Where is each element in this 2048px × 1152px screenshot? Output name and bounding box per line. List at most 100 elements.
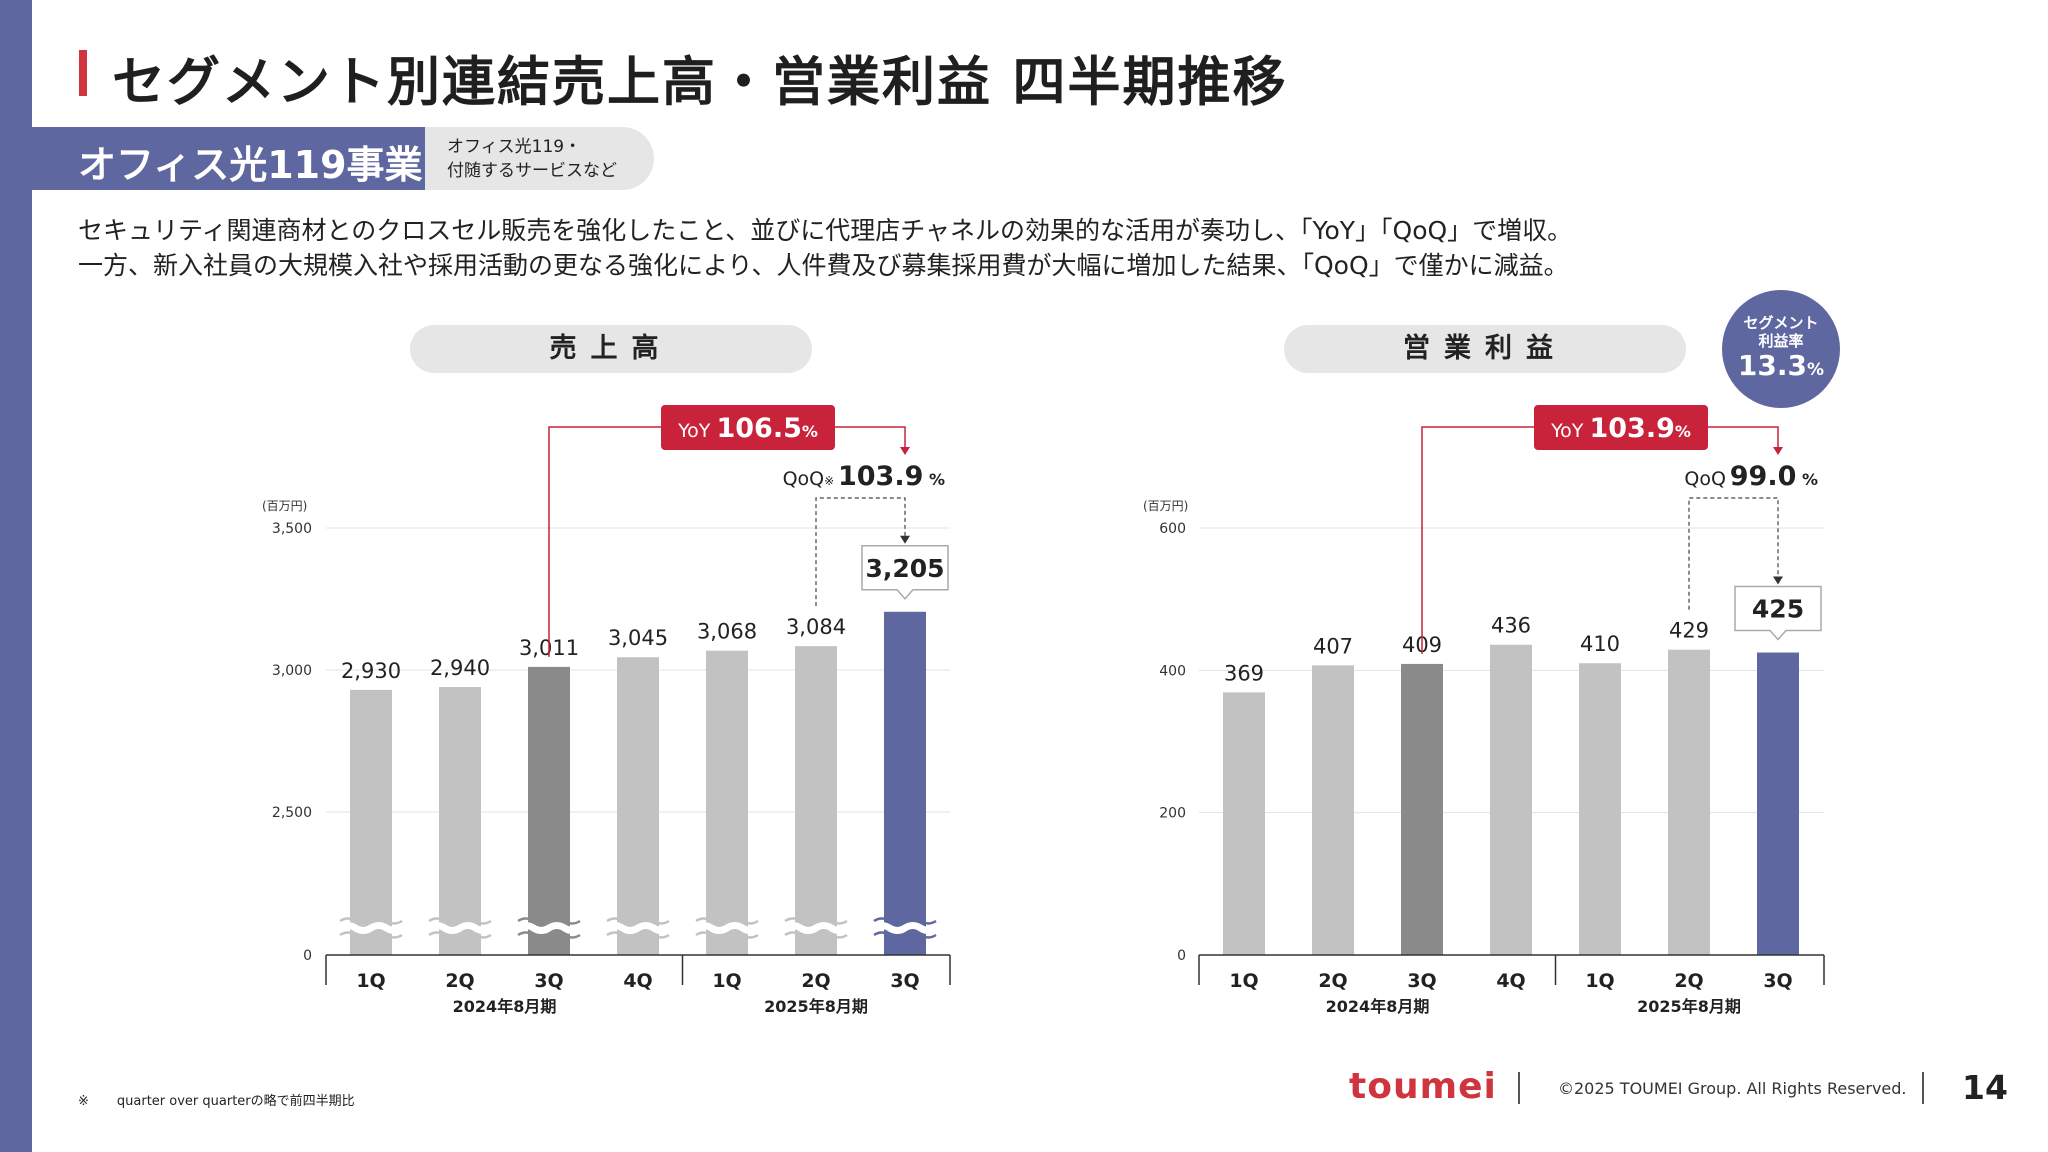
qoq-text: QoQ 99.0 % [1684,461,1818,492]
footnote-mark: ※ [78,1094,89,1109]
bar-value-label: 410 [1580,632,1620,656]
x-category-label: 4Q [1496,970,1525,992]
yoy-text: YoY 106.5% [677,413,818,444]
qoq-arrowhead [900,535,910,544]
qoq-connector-line [1688,497,1779,610]
page-number: 14 [1962,1068,2008,1107]
qoq-arrowhead [1773,576,1783,585]
bar [1579,663,1621,955]
bar-value-label: 407 [1313,634,1353,658]
x-group-label: 2024年8月期 [453,997,557,1016]
footer-divider [1518,1072,1520,1104]
chart-unit-label: (百万円) [262,499,307,513]
company-logo: toumei [1349,1066,1497,1107]
left-accent-bar [0,0,32,1152]
axis-break-mark [694,922,760,934]
axis-break-mark [605,922,671,934]
axis-break-mark [517,917,581,925]
axis-break-mark [606,931,670,939]
segment-description-line1: オフィス光119・ [447,137,582,157]
bar-value-label: 3,084 [786,615,846,639]
bar-value-label: 425 [1752,595,1804,624]
bar [1223,692,1265,955]
margin-badge-value: 13.3% [1737,349,1825,382]
bar [528,666,570,955]
axis-break-mark [427,922,493,934]
x-category-label: 1Q [356,970,385,992]
summary-line1: セキュリティ関連商材とのクロスセル販売を強化したこと、並びに代理店チャネルの効果… [78,216,1573,245]
yoy-arrowhead [1773,447,1783,455]
bar-value-label: 436 [1491,614,1531,638]
x-group-label: 2025年8月期 [764,997,868,1016]
chart-unit-label: (百万円) [1143,499,1188,513]
summary-line2: 一方、新入社員の大規模入社や採用活動の更なる強化により、人件費及び募集採用費が大… [78,251,1569,280]
value-callout-box [861,545,949,600]
x-category-label: 3Q [534,970,563,992]
bar [1490,644,1532,955]
sales-chart-title: 売上高 [410,325,812,373]
bar-value-label: 2,930 [341,659,401,683]
axis-break-mark [339,917,403,925]
axis-break-mark [784,917,848,925]
axis-break-mark [428,931,492,939]
profit-chart-title: 営業利益 [1284,325,1686,373]
bar-value-label: 3,068 [697,620,757,644]
axis-break-mark [428,917,492,925]
qoq-text: QoQ※ 103.9 % [783,461,945,492]
axis-break-mark [339,931,403,939]
page-title: セグメント別連結売上高・営業利益 四半期推移 [112,52,1288,113]
yoy-badge [1534,405,1708,450]
axis-break-mark [695,931,759,939]
x-category-label: 1Q [712,970,741,992]
bar [617,657,659,955]
x-category-label: 1Q [1585,970,1614,992]
y-tick-label: 2,500 [272,805,312,821]
bar-value-label: 3,045 [608,626,668,650]
bar-value-label: 429 [1669,619,1709,643]
y-tick-label: 0 [1177,948,1186,964]
margin-badge-line2: 利益率 [1758,332,1804,350]
bar [795,646,837,955]
axis-break-mark [873,917,937,925]
x-group-label: 2025年8月期 [1637,997,1741,1016]
yoy-arrowhead [900,447,910,455]
footnote: ※ quarter over quarterの略で前四半期比 [78,1090,355,1109]
bar [439,687,481,955]
axis-break-mark [695,917,759,925]
footnote-text: quarter over quarterの略で前四半期比 [116,1094,355,1109]
bar-value-label: 2,940 [430,656,490,680]
y-tick-label: 600 [1159,521,1186,537]
copyright: ©2025 TOUMEI Group. All Rights Reserved. [1558,1079,1907,1098]
yoy-badge [661,405,835,450]
bar [1312,665,1354,955]
bar [706,650,748,955]
axis-break-mark [872,922,938,934]
y-tick-label: 3,500 [272,521,312,537]
x-category-label: 2Q [1318,970,1347,992]
segment-margin-badge: セグメント 利益率 13.3% [1722,290,1840,408]
axis-break-mark [606,917,670,925]
y-tick-label: 200 [1159,806,1186,822]
x-category-label: 2Q [1674,970,1703,992]
bar [1757,652,1799,955]
yoy-text: YoY 103.9% [1550,413,1691,444]
bar [1668,649,1710,955]
value-callout-box [1734,585,1822,641]
x-category-label: 3Q [1407,970,1436,992]
x-category-label: 3Q [890,970,919,992]
segment-name-tab [32,127,425,190]
title-accent-mark [79,50,87,96]
axis-break-mark [517,931,581,939]
bar-value-label: 3,205 [865,554,944,583]
y-tick-label: 0 [303,948,312,964]
segment-description: オフィス光119・ 付随するサービスなど [447,135,617,183]
footer-divider [1922,1072,1924,1104]
axis-break-mark [516,922,582,934]
x-category-label: 3Q [1763,970,1792,992]
yoy-connector-line [1421,426,1779,654]
axis-break-mark [783,922,849,934]
x-group-label: 2024年8月期 [1326,997,1430,1016]
summary-text: セキュリティ関連商材とのクロスセル販売を強化したこと、並びに代理店チャネルの効果… [78,213,1572,283]
margin-badge-line1: セグメント [1743,314,1819,332]
